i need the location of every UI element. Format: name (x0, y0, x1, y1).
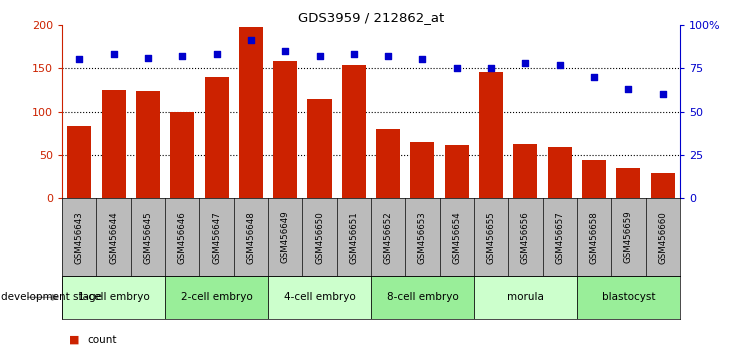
Bar (136, 91, 160, 198)
Text: GSM456643: GSM456643 (75, 211, 84, 264)
Point (107, 51, 119, 57)
Point (417, 57, 428, 62)
Text: 1-cell embryo: 1-cell embryo (77, 292, 149, 302)
Point (176, 53, 188, 59)
Bar (376, 129, 400, 198)
Text: GSM456654: GSM456654 (452, 211, 461, 264)
Text: GSM456653: GSM456653 (418, 211, 427, 264)
Text: 2-cell embryo: 2-cell embryo (181, 292, 252, 302)
Text: GSM456644: GSM456644 (109, 211, 118, 264)
Text: GSM456651: GSM456651 (349, 211, 358, 264)
Point (279, 48, 291, 53)
Title: GDS3959 / 212862_at: GDS3959 / 212862_at (298, 11, 444, 24)
Bar (474, 276, 577, 319)
Text: GSM456656: GSM456656 (521, 211, 530, 264)
Text: GSM456657: GSM456657 (556, 211, 564, 264)
Text: GSM456648: GSM456648 (246, 211, 255, 264)
Text: GSM456647: GSM456647 (212, 211, 221, 264)
Text: morula: morula (507, 292, 544, 302)
Text: GSM456649: GSM456649 (281, 211, 289, 263)
Text: count: count (88, 335, 117, 345)
Point (142, 55, 154, 61)
Point (348, 51, 360, 57)
Bar (548, 147, 572, 198)
Bar (67, 126, 91, 198)
Text: development stage: development stage (1, 292, 102, 302)
Bar (582, 160, 606, 198)
Text: GSM456645: GSM456645 (143, 211, 153, 264)
Text: GSM456650: GSM456650 (315, 211, 324, 264)
Point (451, 65, 463, 71)
Point (588, 74, 600, 80)
Text: GSM456660: GSM456660 (658, 211, 667, 264)
Bar (342, 65, 366, 198)
Bar (170, 112, 194, 198)
Point (520, 60, 531, 66)
Bar (62, 276, 165, 319)
Point (211, 51, 222, 57)
Bar (513, 144, 537, 198)
Point (554, 62, 566, 68)
Text: 8-cell embryo: 8-cell embryo (387, 292, 458, 302)
Bar (102, 90, 126, 198)
Bar (479, 73, 503, 198)
Bar (616, 168, 640, 198)
Point (245, 38, 257, 43)
Bar (308, 99, 332, 198)
Point (657, 91, 669, 97)
Point (73, 57, 85, 62)
Text: GSM456659: GSM456659 (624, 211, 633, 263)
Text: 4-cell embryo: 4-cell embryo (284, 292, 355, 302)
Bar (444, 145, 469, 198)
Text: GSM456646: GSM456646 (178, 211, 186, 264)
Point (485, 65, 497, 71)
Text: GSM456652: GSM456652 (384, 211, 393, 264)
Point (314, 53, 325, 59)
Text: ■: ■ (69, 335, 80, 345)
Point (382, 53, 394, 59)
Text: GSM456655: GSM456655 (487, 211, 496, 264)
Text: blastocyst: blastocyst (602, 292, 655, 302)
Point (623, 86, 635, 92)
Text: GSM456658: GSM456658 (589, 211, 599, 264)
Bar (165, 276, 268, 319)
Bar (273, 61, 298, 198)
Bar (410, 142, 434, 198)
Bar (651, 173, 675, 198)
Bar (205, 77, 229, 198)
Bar (268, 276, 371, 319)
Bar (371, 276, 474, 319)
Bar (239, 27, 263, 198)
Bar (577, 276, 680, 319)
